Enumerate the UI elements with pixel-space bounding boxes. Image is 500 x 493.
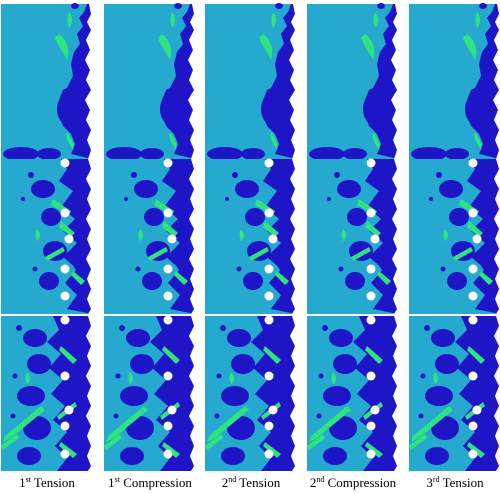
column-label-suffix: st	[25, 475, 31, 484]
column-label-word: Tension	[30, 475, 75, 490]
panel-top-col-2	[104, 3, 195, 161]
column-label-word: Compression	[324, 475, 397, 490]
column-label-2: 1st Compression	[100, 474, 200, 492]
panel-bottom-col-3	[205, 315, 296, 471]
column-label-word: Compression	[119, 475, 192, 490]
panel-middle-col-4	[307, 158, 398, 314]
panel-bottom-col-4	[307, 315, 398, 471]
column-label-1: 1st Tension	[0, 474, 97, 492]
column-label-suffix: nd	[228, 475, 237, 484]
column-label-suffix: rd	[432, 475, 440, 484]
panel-bottom-col-5	[409, 315, 500, 471]
panel-middle-col-5	[409, 158, 500, 314]
column-label-ordinal: 2	[221, 475, 229, 490]
column-label-ordinal: 1	[108, 475, 115, 490]
column-label-word: Tension	[236, 475, 281, 490]
panel-top-col-3	[205, 3, 296, 161]
column-label-ordinal: 3	[426, 475, 433, 490]
panel-middle-col-2	[104, 158, 195, 314]
column-label-ordinal: 2	[309, 475, 317, 490]
column-label-word: Tension	[439, 475, 484, 490]
panel-middle-col-1	[1, 158, 92, 314]
column-label-5: 3rd Tension	[405, 474, 500, 492]
panel-middle-col-3	[205, 158, 296, 314]
panel-bottom-col-1	[1, 315, 92, 471]
column-label-suffix: nd	[316, 475, 325, 484]
panel-top-col-1	[1, 3, 92, 161]
panel-top-col-4	[307, 3, 398, 161]
panel-bottom-col-2	[104, 315, 195, 471]
column-label-suffix: st	[114, 475, 120, 484]
column-label-ordinal: 1	[19, 475, 26, 490]
column-label-4: 2nd Compression	[303, 474, 403, 492]
column-label-3: 2nd Tension	[201, 474, 301, 492]
panel-top-col-5	[409, 3, 500, 161]
